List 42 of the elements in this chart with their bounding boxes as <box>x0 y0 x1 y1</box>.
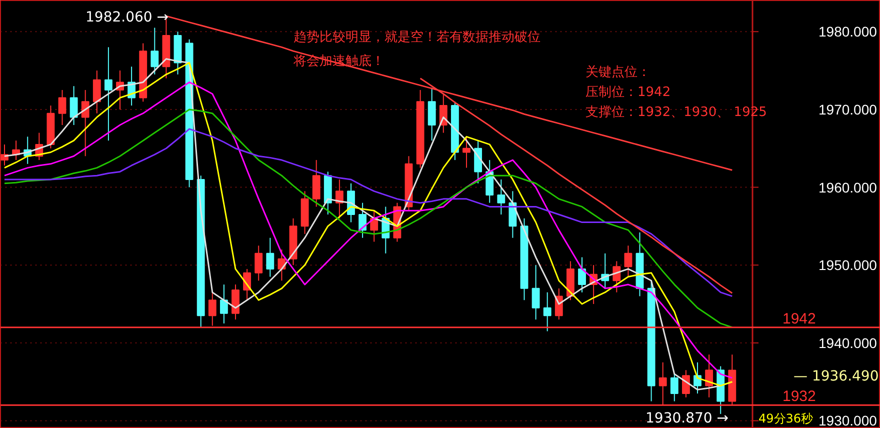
candlestick <box>624 245 632 278</box>
candlestick <box>232 284 240 320</box>
candlestick <box>612 260 621 293</box>
y-tick-label: 1980.000 <box>818 24 878 40</box>
y-tick-label: 1950.000 <box>818 257 878 274</box>
text: 49分36秒 <box>758 412 814 426</box>
annotation: 1982.060 → <box>86 10 169 26</box>
candlestick <box>428 87 436 142</box>
y-tick-label: 1960.000 <box>818 179 878 196</box>
ref-line-label: 1942 <box>782 310 816 328</box>
candlestick <box>682 370 690 398</box>
candlestick <box>104 46 112 142</box>
candlestick <box>312 160 320 208</box>
line-series <box>4 128 733 297</box>
candlestick <box>92 70 101 114</box>
candlestick <box>58 89 66 126</box>
y-tick-label: 1970.000 <box>818 101 878 118</box>
candlestick <box>220 284 228 324</box>
candlestick <box>474 140 482 184</box>
candlestick <box>0 144 8 166</box>
candlestick <box>578 256 586 293</box>
annotation: 压制位：1942 <box>586 85 671 100</box>
annotation: 趋势比较明显，就是空！若有数据推动破位 <box>294 30 540 45</box>
candlestick <box>335 178 344 219</box>
candlestick <box>70 86 78 126</box>
candlestick <box>150 27 159 75</box>
candlestick <box>670 374 678 402</box>
annotation: 1930.870 → <box>646 410 729 426</box>
candlestick <box>358 202 367 238</box>
candlestick <box>254 245 263 282</box>
candlestick <box>532 264 540 320</box>
text: — 1936.490 <box>794 368 879 384</box>
candlestick <box>543 292 552 332</box>
annotation: 关键点位： <box>586 65 650 80</box>
ref-line-label: 1932 <box>782 388 816 406</box>
candlestick <box>497 178 506 215</box>
candlestick <box>81 89 90 157</box>
candlestick <box>705 354 714 398</box>
y-tick-label: 1940.000 <box>818 334 878 351</box>
candlestick <box>462 136 470 168</box>
y-tick-label: 1930.000 <box>818 412 878 428</box>
candlestick <box>266 237 274 278</box>
